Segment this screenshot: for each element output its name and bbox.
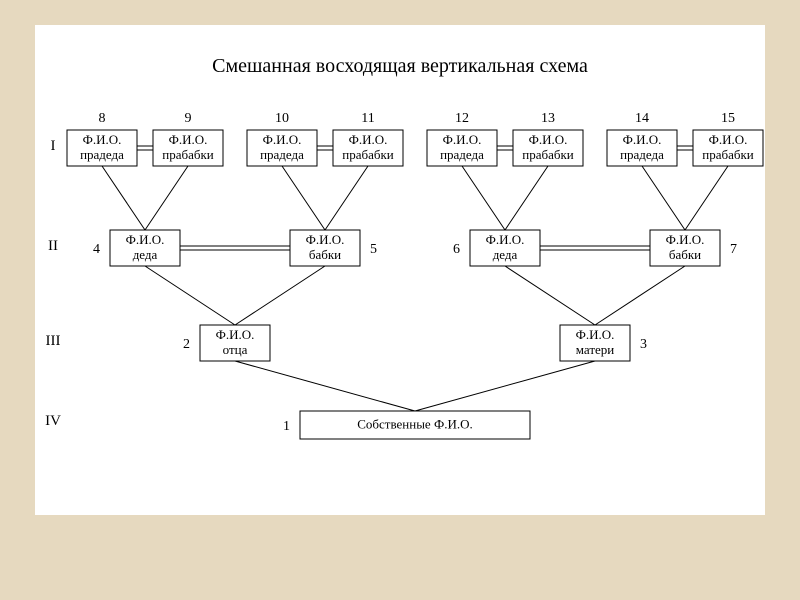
node-n15: Ф.И.О.прабабки 15: [693, 111, 763, 166]
node-label: прадеда: [80, 147, 124, 162]
diagram-paper: Смешанная восходящая вертикальная схема …: [35, 25, 765, 515]
level-label-II: II: [48, 238, 58, 254]
level-label-IV: IV: [45, 413, 61, 429]
node-n13: Ф.И.О.прабабки 13: [513, 111, 583, 166]
node-n1: Собственные Ф.И.О. 1: [283, 411, 530, 439]
node-number: 12: [455, 111, 469, 126]
node-label: Ф.И.О.: [486, 232, 525, 247]
node-number: 8: [99, 111, 106, 126]
node-label: Ф.И.О.: [349, 132, 388, 147]
node-number: 4: [93, 242, 100, 257]
node-number: 9: [185, 111, 192, 126]
node-label: Ф.И.О.: [306, 232, 345, 247]
page-background: Смешанная восходящая вертикальная схема …: [0, 0, 800, 600]
node-label: Ф.И.О.: [83, 132, 122, 147]
node-n12: Ф.И.О.прадеда 12: [427, 111, 497, 166]
node-label: матери: [576, 342, 615, 357]
node-number: 1: [283, 419, 290, 434]
node-label: прабабки: [522, 147, 574, 162]
node-n8: Ф.И.О.прадеда 8: [67, 111, 137, 166]
node-label: прабабки: [162, 147, 214, 162]
node-label: Ф.И.О.: [529, 132, 568, 147]
node-label: бабки: [309, 247, 341, 262]
node-label: Собственные Ф.И.О.: [357, 417, 473, 432]
node-number: 13: [541, 111, 555, 126]
node-label: прадеда: [260, 147, 304, 162]
node-label: Ф.И.О.: [666, 232, 705, 247]
node-label: Ф.И.О.: [126, 232, 165, 247]
node-n5: Ф.И.О.бабки 5: [290, 230, 377, 266]
node-number: 2: [183, 337, 190, 352]
node-label: деда: [493, 247, 518, 262]
node-label: Ф.И.О.: [216, 327, 255, 342]
node-label: прабабки: [342, 147, 394, 162]
node-label: отца: [223, 342, 248, 357]
node-number: 15: [721, 111, 735, 126]
node-number: 3: [640, 337, 647, 352]
node-label: прадеда: [620, 147, 664, 162]
level-label-I: I: [51, 138, 56, 154]
node-n3: Ф.И.О.матери 3: [560, 325, 647, 361]
genealogy-diagram: Собственные Ф.И.О.1Ф.И.О.отца2Ф.И.О.мате…: [35, 25, 765, 515]
node-label: Ф.И.О.: [623, 132, 662, 147]
node-label: Ф.И.О.: [576, 327, 615, 342]
node-label: прабабки: [702, 147, 754, 162]
node-n4: Ф.И.О.деда 4: [93, 230, 180, 266]
node-label: Ф.И.О.: [709, 132, 748, 147]
node-n9: Ф.И.О.прабабки 9: [153, 111, 223, 166]
node-number: 14: [635, 111, 649, 126]
node-label: Ф.И.О.: [263, 132, 302, 147]
node-label: деда: [133, 247, 158, 262]
node-n14: Ф.И.О.прадеда 14: [607, 111, 677, 166]
node-label: прадеда: [440, 147, 484, 162]
node-n10: Ф.И.О.прадеда 10: [247, 111, 317, 166]
node-n6: Ф.И.О.деда 6: [453, 230, 540, 266]
node-number: 6: [453, 242, 460, 257]
node-n11: Ф.И.О.прабабки 11: [333, 111, 403, 166]
node-number: 5: [370, 242, 377, 257]
level-label-III: III: [46, 333, 61, 349]
node-number: 10: [275, 111, 289, 126]
node-label: Ф.И.О.: [443, 132, 482, 147]
node-label: Ф.И.О.: [169, 132, 208, 147]
node-label: бабки: [669, 247, 701, 262]
node-number: 7: [730, 242, 737, 257]
node-number: 11: [361, 111, 374, 126]
node-n2: Ф.И.О.отца 2: [183, 325, 270, 361]
node-n7: Ф.И.О.бабки 7: [650, 230, 737, 266]
